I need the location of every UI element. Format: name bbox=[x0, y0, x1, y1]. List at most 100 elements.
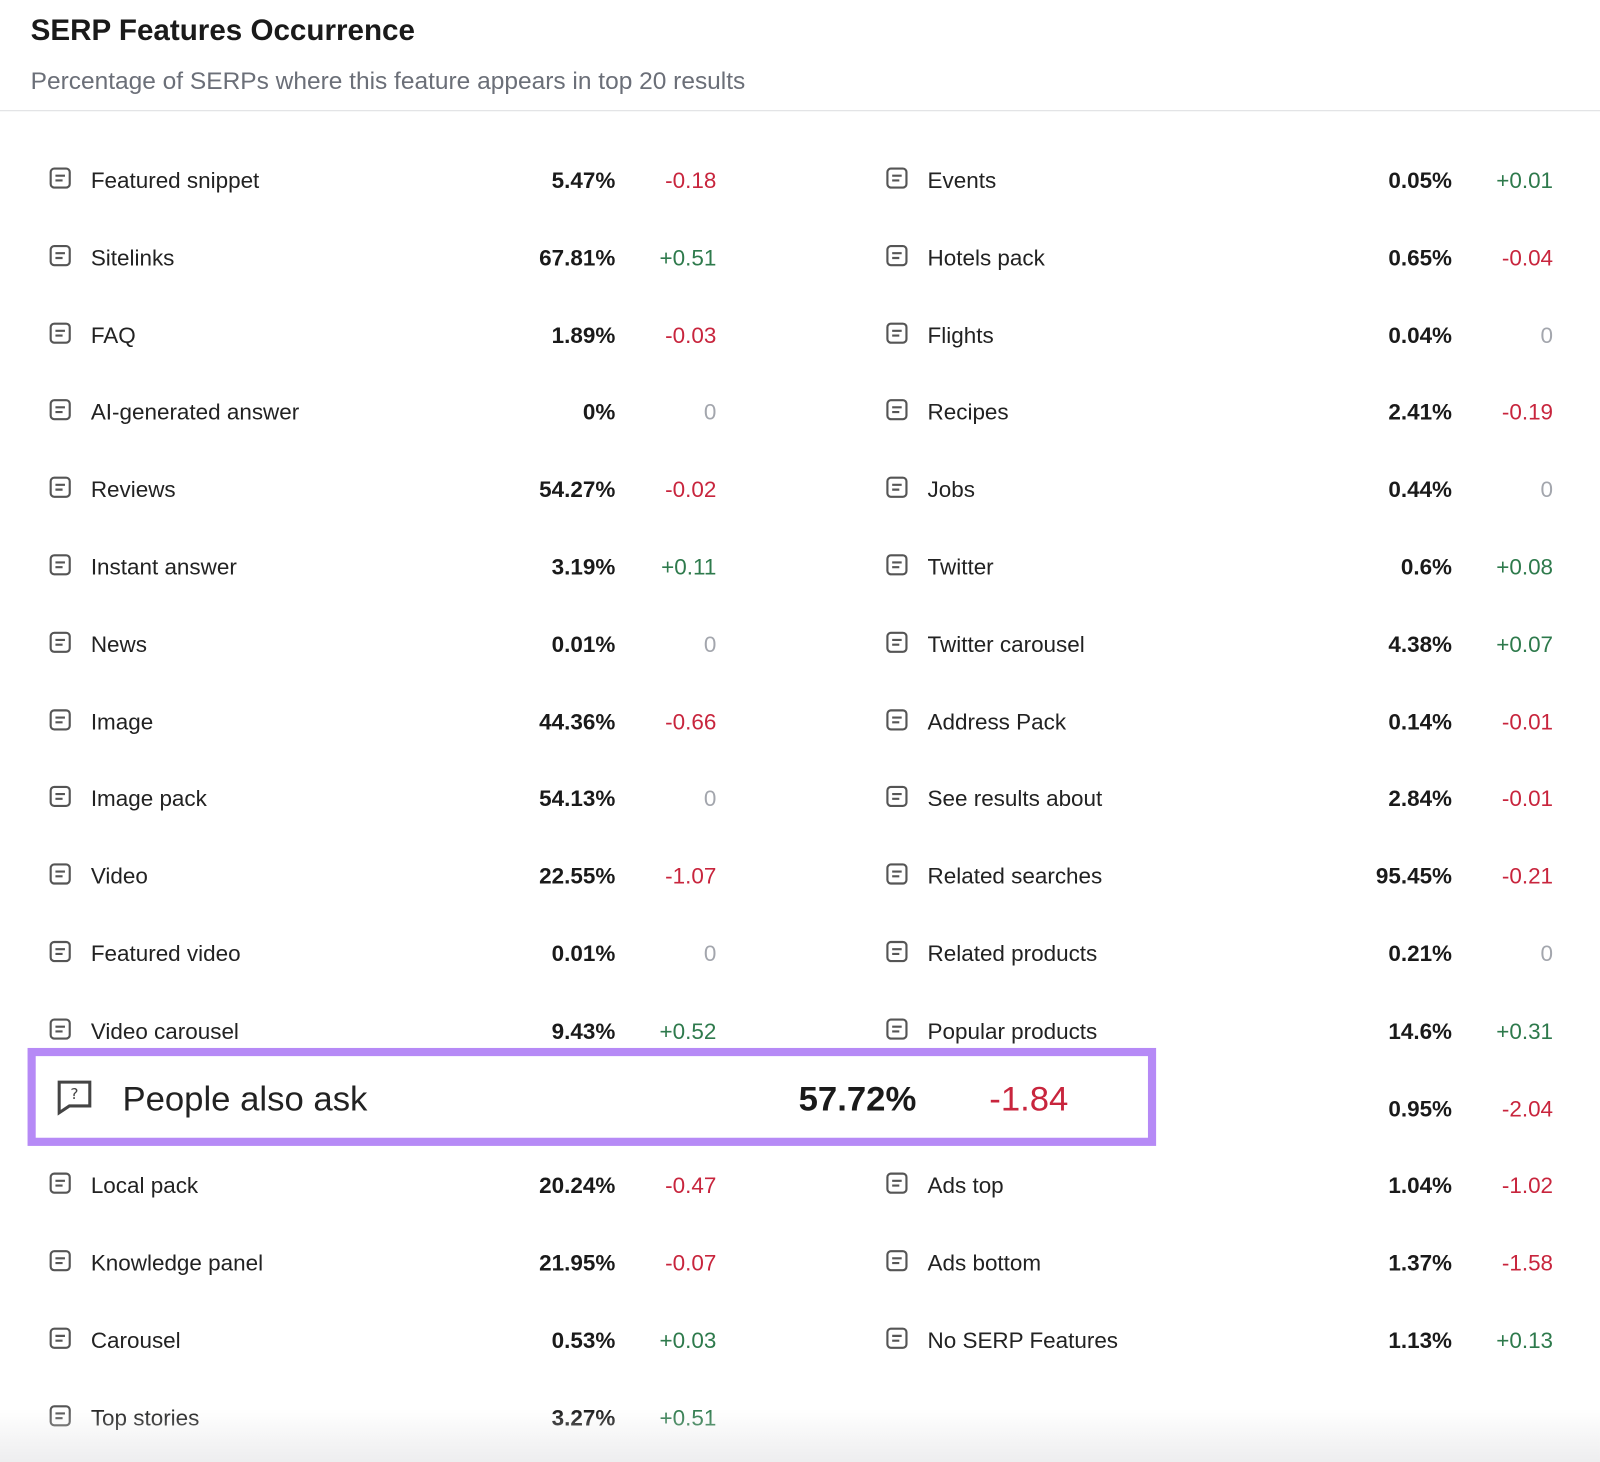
feature-share: 54.13% bbox=[539, 786, 616, 812]
feature-name: Flights bbox=[927, 322, 994, 348]
feature-change: +0.51 bbox=[659, 244, 717, 271]
feature-icon bbox=[883, 1324, 912, 1358]
feature-share: 21.95% bbox=[539, 1250, 616, 1276]
feature-change: 0 bbox=[703, 631, 717, 657]
feature-share: 0% bbox=[582, 399, 616, 425]
feature-icon bbox=[883, 396, 912, 430]
divider bbox=[0, 110, 1600, 112]
feature-name: Carousel bbox=[90, 1327, 181, 1354]
feature-change: +0.31 bbox=[1496, 1018, 1554, 1044]
feature-name: AI-generated answer bbox=[90, 399, 300, 425]
feature-change: +0.07 bbox=[1496, 631, 1554, 657]
bottom-fade bbox=[0, 1408, 1600, 1462]
feature-share: 2.84% bbox=[1388, 786, 1453, 812]
feature-name: Popular products bbox=[927, 1018, 1098, 1044]
feature-icon: ? bbox=[54, 1077, 95, 1123]
feature-name: Ads bottom bbox=[927, 1250, 1042, 1276]
feature-icon bbox=[46, 164, 75, 198]
feature-name: Events bbox=[927, 167, 997, 193]
feature-share: 2.41% bbox=[1388, 399, 1453, 425]
feature-icon bbox=[883, 164, 912, 198]
feature-change: 0 bbox=[703, 786, 717, 812]
feature-change: +0.13 bbox=[1496, 1327, 1554, 1354]
feature-name: Address Pack bbox=[927, 708, 1067, 735]
feature-name: Local pack bbox=[90, 1172, 199, 1199]
feature-share: 5.47% bbox=[551, 167, 616, 193]
feature-icon bbox=[883, 705, 912, 739]
feature-share: 0.95% bbox=[1388, 1095, 1453, 1122]
feature-icon bbox=[46, 241, 75, 275]
feature-share: 0.65% bbox=[1388, 244, 1453, 271]
feature-change: -0.01 bbox=[1501, 708, 1554, 735]
feature-icon bbox=[46, 783, 75, 817]
feature-change: -1.07 bbox=[665, 863, 717, 889]
feature-name: Twitter carousel bbox=[927, 631, 1085, 657]
feature-change: -0.18 bbox=[665, 167, 717, 193]
feature-icon bbox=[883, 860, 912, 894]
feature-share: 95.45% bbox=[1375, 863, 1453, 889]
feature-icon bbox=[883, 1015, 912, 1049]
feature-share: 0.14% bbox=[1388, 708, 1453, 735]
feature-icon bbox=[883, 551, 912, 585]
feature-icon bbox=[46, 1169, 75, 1203]
feature-change: -0.47 bbox=[665, 1172, 717, 1199]
feature-change: 0 bbox=[703, 399, 717, 425]
feature-share: 0.53% bbox=[551, 1327, 616, 1354]
feature-change: 0 bbox=[1540, 940, 1554, 967]
feature-name: See results about bbox=[927, 786, 1103, 812]
feature-change: -0.03 bbox=[665, 322, 717, 348]
feature-change: +0.51 bbox=[659, 1404, 717, 1431]
feature-icon bbox=[46, 1015, 75, 1049]
feature-share: 0.6% bbox=[1400, 554, 1453, 580]
feature-name: No SERP Features bbox=[927, 1327, 1119, 1354]
highlight-box bbox=[27, 1047, 1157, 1146]
feature-icon bbox=[883, 1169, 912, 1203]
feature-share: 3.27% bbox=[551, 1404, 616, 1431]
feature-icon bbox=[883, 1247, 912, 1281]
feature-name: Jobs bbox=[927, 476, 975, 503]
svg-text:?: ? bbox=[70, 1085, 78, 1103]
feature-change: -0.02 bbox=[665, 476, 717, 503]
feature-share: 1.04% bbox=[1388, 1172, 1453, 1199]
feature-change: -1.84 bbox=[989, 1080, 1069, 1119]
feature-share: 0.04% bbox=[1388, 322, 1453, 348]
feature-share: 9.43% bbox=[551, 1018, 616, 1044]
feature-icon bbox=[883, 628, 912, 662]
feature-change: -0.19 bbox=[1501, 399, 1554, 425]
feature-name: News bbox=[90, 631, 147, 657]
feature-share: 0.01% bbox=[551, 940, 616, 967]
feature-change: -0.66 bbox=[665, 708, 717, 735]
feature-name: Recipes bbox=[927, 399, 1009, 425]
feature-name: Featured video bbox=[90, 940, 241, 967]
feature-change: -0.04 bbox=[1501, 244, 1554, 271]
feature-name: Image bbox=[90, 708, 154, 735]
feature-name: Featured snippet bbox=[90, 167, 260, 193]
feature-change: 0 bbox=[1540, 476, 1554, 503]
feature-share: 54.27% bbox=[539, 476, 616, 503]
feature-icon bbox=[46, 1247, 75, 1281]
feature-share: 4.38% bbox=[1388, 631, 1453, 657]
feature-share: 0.21% bbox=[1388, 940, 1453, 967]
feature-icon bbox=[46, 937, 75, 971]
feature-icon bbox=[46, 860, 75, 894]
feature-share: 3.19% bbox=[551, 554, 616, 580]
feature-change: +0.03 bbox=[659, 1327, 717, 1354]
feature-share: 1.37% bbox=[1388, 1250, 1453, 1276]
feature-name: Top stories bbox=[90, 1404, 200, 1431]
feature-share: 1.13% bbox=[1388, 1327, 1453, 1354]
feature-change: -2.04 bbox=[1501, 1095, 1554, 1122]
feature-name: Related products bbox=[927, 940, 1098, 967]
feature-name: Video carousel bbox=[90, 1018, 239, 1044]
feature-change: +0.52 bbox=[659, 1018, 717, 1044]
panel-subtitle: Percentage of SERPs where this feature a… bbox=[30, 67, 746, 95]
feature-name: Reviews bbox=[90, 476, 176, 503]
feature-share: 22.55% bbox=[539, 863, 616, 889]
feature-share: 14.6% bbox=[1388, 1018, 1453, 1044]
feature-icon bbox=[883, 318, 912, 352]
feature-name: Knowledge panel bbox=[90, 1250, 264, 1276]
feature-name: Video bbox=[90, 863, 148, 889]
feature-share: 0.01% bbox=[551, 631, 616, 657]
feature-share: 20.24% bbox=[539, 1172, 616, 1199]
feature-icon bbox=[46, 628, 75, 662]
